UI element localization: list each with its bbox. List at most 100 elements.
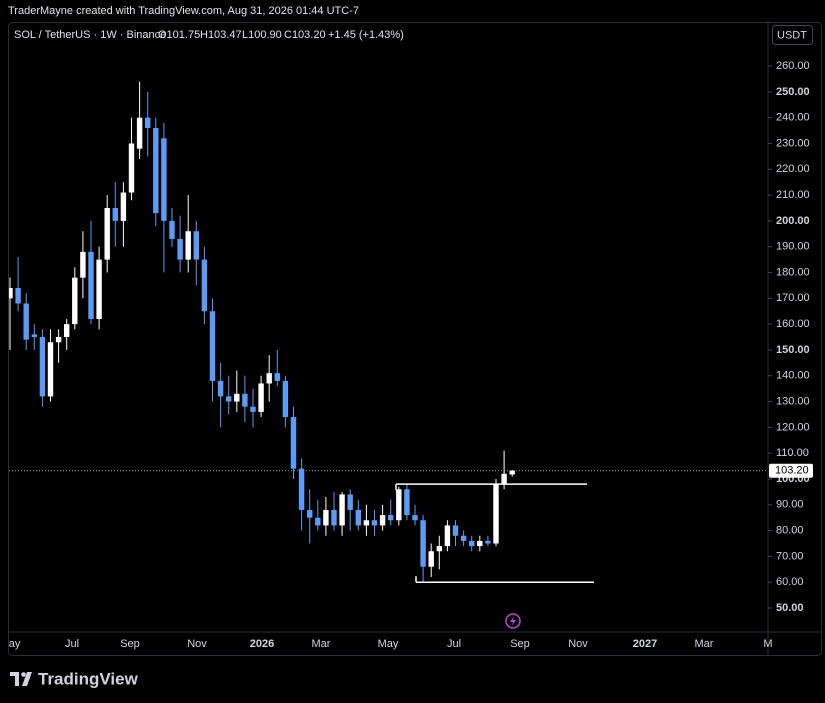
candle-body xyxy=(282,380,289,418)
y-tick-label: 80.00 xyxy=(776,524,804,536)
logo-text: TradingView xyxy=(38,669,139,688)
candle-body xyxy=(396,489,402,521)
candle-body xyxy=(112,208,118,221)
y-tick-label: 160.00 xyxy=(776,318,810,330)
y-tick-label: 230.00 xyxy=(776,137,810,149)
x-tick-label: Mar xyxy=(312,638,331,650)
logo-mark xyxy=(10,672,32,686)
candle-body xyxy=(290,417,297,469)
candle-body xyxy=(234,393,240,402)
y-tick-label: 210.00 xyxy=(776,189,810,201)
high: H103.47 xyxy=(200,29,242,41)
x-tick-label: Sep xyxy=(510,638,530,650)
candle-body xyxy=(501,473,507,485)
event-icon-bolt xyxy=(510,616,516,626)
candle-body xyxy=(485,540,491,544)
candle-body xyxy=(331,509,337,526)
candle-body xyxy=(493,484,499,544)
x-tick-label: 2027 xyxy=(633,638,657,650)
x-tick-label: Nov xyxy=(187,638,207,650)
candle-body xyxy=(258,383,264,412)
candle-body xyxy=(469,540,475,547)
y-tick-label: 170.00 xyxy=(776,292,810,304)
currency-button[interactable] xyxy=(772,25,813,45)
candle-body xyxy=(323,509,329,526)
y-tick-label: 240.00 xyxy=(776,112,810,124)
candle-body xyxy=(266,373,272,384)
candle-body xyxy=(509,470,515,475)
y-tick-label: 140.00 xyxy=(776,370,810,382)
y-tick-label: 150.00 xyxy=(776,344,810,356)
candle-body xyxy=(339,494,345,526)
close: C103.20 xyxy=(284,29,326,41)
candle-body xyxy=(298,468,305,510)
y-tick-label: 260.00 xyxy=(776,60,810,72)
chart-frame xyxy=(8,22,822,656)
y-tick-label: 110.00 xyxy=(776,447,809,459)
candle-body xyxy=(185,231,191,260)
candle-body xyxy=(404,489,410,516)
event-icon[interactable] xyxy=(505,613,521,629)
candle-body xyxy=(412,515,418,521)
candle-body xyxy=(47,342,54,397)
candle-body xyxy=(379,515,386,526)
candle-body xyxy=(242,393,248,407)
x-tick-label: Jul xyxy=(65,638,79,650)
last-price-label: 103.20 xyxy=(775,465,809,477)
candle-body xyxy=(128,143,135,193)
x-tick-label: May xyxy=(0,638,21,650)
watermark-header: TraderMayne created with TradingView.com… xyxy=(8,5,359,17)
candle-body xyxy=(169,220,175,239)
candle-body xyxy=(153,128,159,214)
price-axis: 50.0060.0070.0080.0090.00100.00110.00120… xyxy=(768,60,813,614)
candle-body xyxy=(371,520,378,526)
candle-body xyxy=(209,311,216,381)
y-tick-label: 120.00 xyxy=(776,421,810,433)
candle-body xyxy=(217,380,224,397)
candle-body xyxy=(274,373,280,381)
candle-body xyxy=(250,406,256,412)
y-tick-label: 180.00 xyxy=(776,266,810,278)
last-price-box xyxy=(769,463,813,478)
x-tick-label: 2026 xyxy=(250,638,274,650)
candle-body xyxy=(9,288,13,299)
change: +1.45 (+1.43%) xyxy=(328,29,404,41)
y-tick-label: 50.00 xyxy=(776,602,804,614)
candle-body xyxy=(39,337,46,397)
candle-body xyxy=(315,517,321,526)
candle-body xyxy=(80,251,86,278)
candle-body xyxy=(201,259,208,312)
candle-body xyxy=(452,525,459,536)
candle-body xyxy=(307,509,313,518)
candle-body xyxy=(177,238,183,260)
y-tick-label: 220.00 xyxy=(776,163,810,175)
x-tick-label: Mar xyxy=(695,638,714,650)
candle-body xyxy=(104,208,110,260)
y-tick-label: 200.00 xyxy=(776,215,810,227)
y-tick-label: 70.00 xyxy=(776,550,804,562)
logo-dot xyxy=(21,672,26,677)
candle-body xyxy=(420,520,426,567)
currency-label[interactable]: USDT xyxy=(777,29,807,41)
tradingview-logo: TradingView xyxy=(10,669,139,688)
candle-body xyxy=(96,259,102,319)
candle-body xyxy=(145,117,151,128)
x-tick-label: Sep xyxy=(120,638,140,650)
candle-body xyxy=(161,138,167,221)
candle-body xyxy=(388,515,394,521)
candle-body xyxy=(193,231,199,260)
candle-body xyxy=(347,494,353,510)
candle-body xyxy=(88,251,94,319)
candle-body xyxy=(226,396,232,402)
open: O101.75 xyxy=(158,29,200,41)
candle-body xyxy=(72,277,78,325)
x-tick-label: May xyxy=(378,638,399,650)
low: L100.90 xyxy=(242,29,282,41)
candle-body xyxy=(23,303,29,340)
candle-body xyxy=(363,520,370,526)
candle-body xyxy=(15,288,21,304)
candle-body xyxy=(355,509,361,526)
candle-body xyxy=(428,551,434,567)
